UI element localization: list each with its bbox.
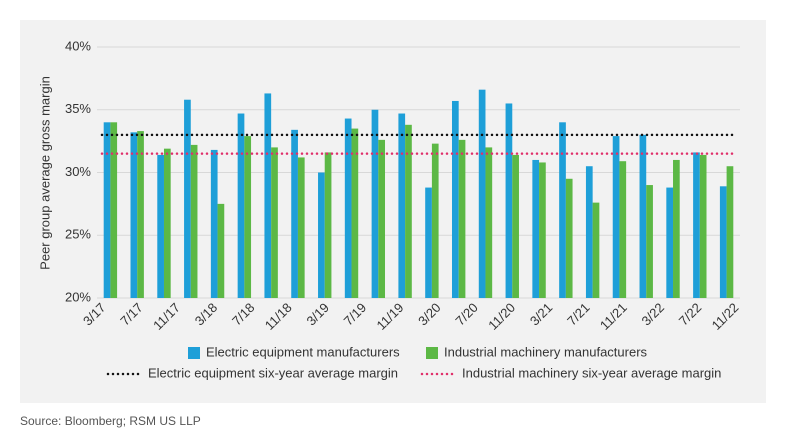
bar: [592, 202, 600, 298]
bar: [639, 134, 647, 298]
bar: [318, 172, 325, 298]
legend-label: Electric equipment six-year average marg…: [148, 365, 398, 380]
bar: [431, 143, 439, 298]
bar: [512, 154, 519, 298]
bar: [405, 124, 412, 298]
bar: [130, 132, 138, 298]
bar: [559, 122, 566, 298]
bar: [190, 144, 198, 298]
bar: [539, 162, 546, 298]
bar: [110, 122, 118, 298]
bar: [344, 118, 352, 298]
bar: [291, 129, 298, 298]
bar: [666, 187, 674, 298]
bar: [451, 100, 459, 298]
bar: [237, 113, 245, 298]
bar: [351, 128, 359, 298]
bar: [210, 149, 218, 298]
legend-swatch: [188, 347, 200, 359]
bar: [699, 154, 707, 298]
bar: [673, 159, 680, 298]
bar: [271, 147, 278, 298]
bar: [297, 157, 305, 298]
bar: [619, 161, 627, 298]
bar: [137, 131, 144, 298]
bar: [458, 139, 466, 298]
bar: [103, 122, 111, 298]
y-tick-label: 30%: [65, 164, 91, 179]
bar: [217, 203, 225, 298]
y-tick-label: 20%: [65, 289, 91, 304]
legend-swatch: [426, 347, 438, 359]
bar: [565, 178, 573, 298]
bar: [324, 152, 332, 298]
y-axis-label: Peer group average gross margin: [37, 76, 52, 270]
y-tick-label: 25%: [65, 227, 91, 242]
bar: [184, 99, 191, 299]
bar: [163, 148, 171, 298]
bar: [398, 113, 406, 298]
bar: [157, 154, 164, 298]
bar: [371, 109, 379, 298]
bar: [693, 152, 700, 298]
bar: [719, 186, 727, 298]
source: Source: Bloomberg; RSM US LLP: [20, 414, 201, 428]
legend-label: Industrial machinery six-year average ma…: [462, 365, 721, 380]
bar: [478, 89, 486, 298]
bar: [585, 166, 593, 298]
bar: [425, 187, 432, 298]
bar: [378, 139, 386, 298]
bar: [612, 136, 620, 298]
bar: [726, 166, 734, 298]
legend-label: Electric equipment manufacturers: [206, 344, 400, 359]
legend-label: Industrial machinery manufacturers: [444, 344, 648, 359]
bar: [244, 136, 252, 298]
y-tick-label: 40%: [65, 38, 91, 53]
bar: [646, 185, 653, 298]
bar: [505, 103, 513, 298]
bar: [485, 147, 493, 298]
bar: [532, 159, 540, 298]
y-tick-label: 35%: [65, 101, 91, 116]
bar: [264, 93, 272, 298]
